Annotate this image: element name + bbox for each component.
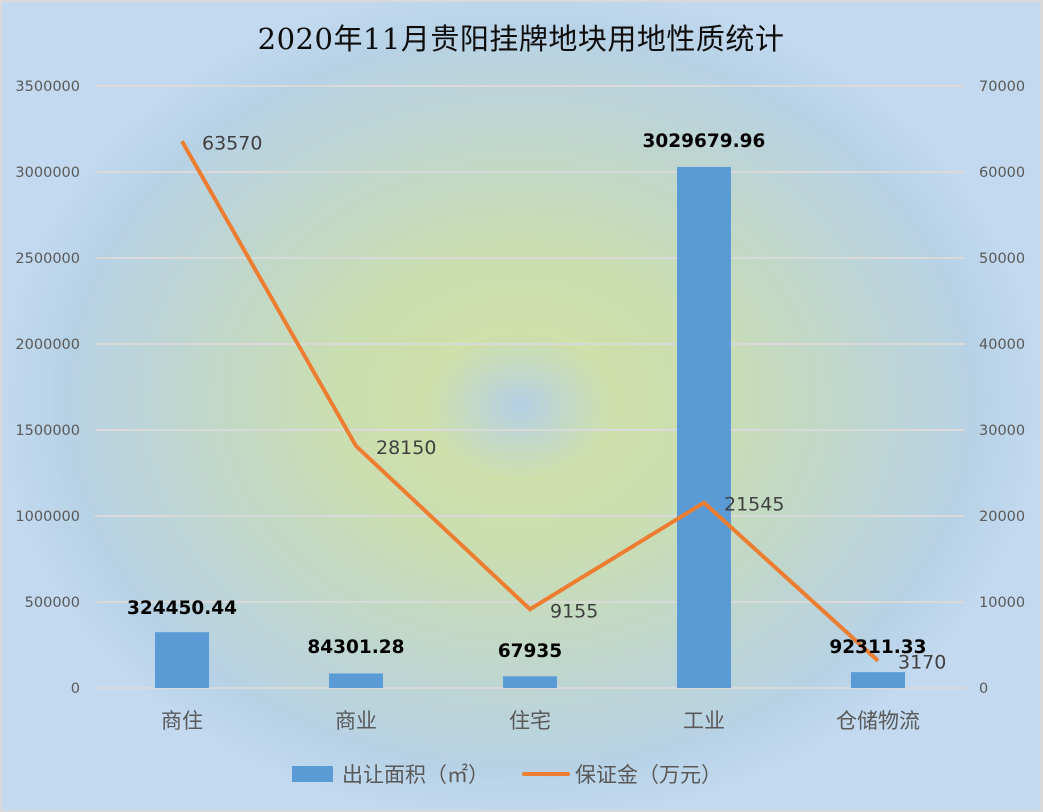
bar-1 [329, 673, 383, 688]
category-label: 工业 [683, 709, 725, 733]
category-label: 商住 [161, 709, 203, 733]
left-axis-tick: 3000000 [15, 165, 80, 181]
chart-title: 2020年11月贵阳挂牌地块用地性质统计 [257, 22, 785, 56]
right-axis-tick: 70000 [979, 79, 1025, 95]
bar-data-label: 3029679.96 [643, 131, 766, 152]
bar-data-label: 324450.44 [127, 598, 237, 619]
right-axis-tick: 40000 [979, 337, 1025, 353]
right-axis-tick: 30000 [979, 423, 1025, 439]
legend-line-label: 保证金（万元） [575, 763, 722, 787]
left-axis-tick: 1000000 [15, 509, 80, 525]
bar-data-label: 84301.28 [307, 637, 404, 658]
bar-data-label: 67935 [498, 641, 562, 662]
line-data-label: 28150 [376, 437, 436, 459]
bar-0 [155, 632, 209, 688]
bar-2 [503, 676, 557, 688]
right-axis-tick: 0 [979, 681, 988, 697]
bar-4 [851, 672, 905, 688]
legend-bar-label: 出让面积（㎡） [342, 763, 489, 787]
right-axis-tick: 20000 [979, 509, 1025, 525]
left-axis-tick: 2500000 [15, 251, 80, 267]
bar-3 [677, 166, 731, 689]
category-label: 住宅 [509, 709, 551, 733]
line-data-label: 9155 [550, 600, 598, 622]
line-data-label: 21545 [724, 494, 784, 516]
legend-bar-swatch [292, 766, 333, 782]
right-axis-tick: 10000 [979, 595, 1025, 611]
category-label: 仓储物流 [836, 709, 920, 733]
line-data-label: 63570 [202, 132, 262, 154]
right-axis-tick: 60000 [979, 165, 1025, 181]
right-axis-tick: 50000 [979, 251, 1025, 267]
left-axis-tick: 3500000 [15, 79, 80, 95]
line-data-label: 3170 [898, 652, 946, 674]
category-label: 商业 [335, 709, 377, 733]
left-axis-tick: 2000000 [15, 337, 80, 353]
line-series [180, 140, 880, 663]
bar-data-label: 92311.33 [829, 637, 926, 658]
left-axis-tick: 1500000 [15, 423, 80, 439]
left-axis-tick: 500000 [25, 595, 80, 611]
left-axis-tick: 0 [71, 681, 80, 697]
